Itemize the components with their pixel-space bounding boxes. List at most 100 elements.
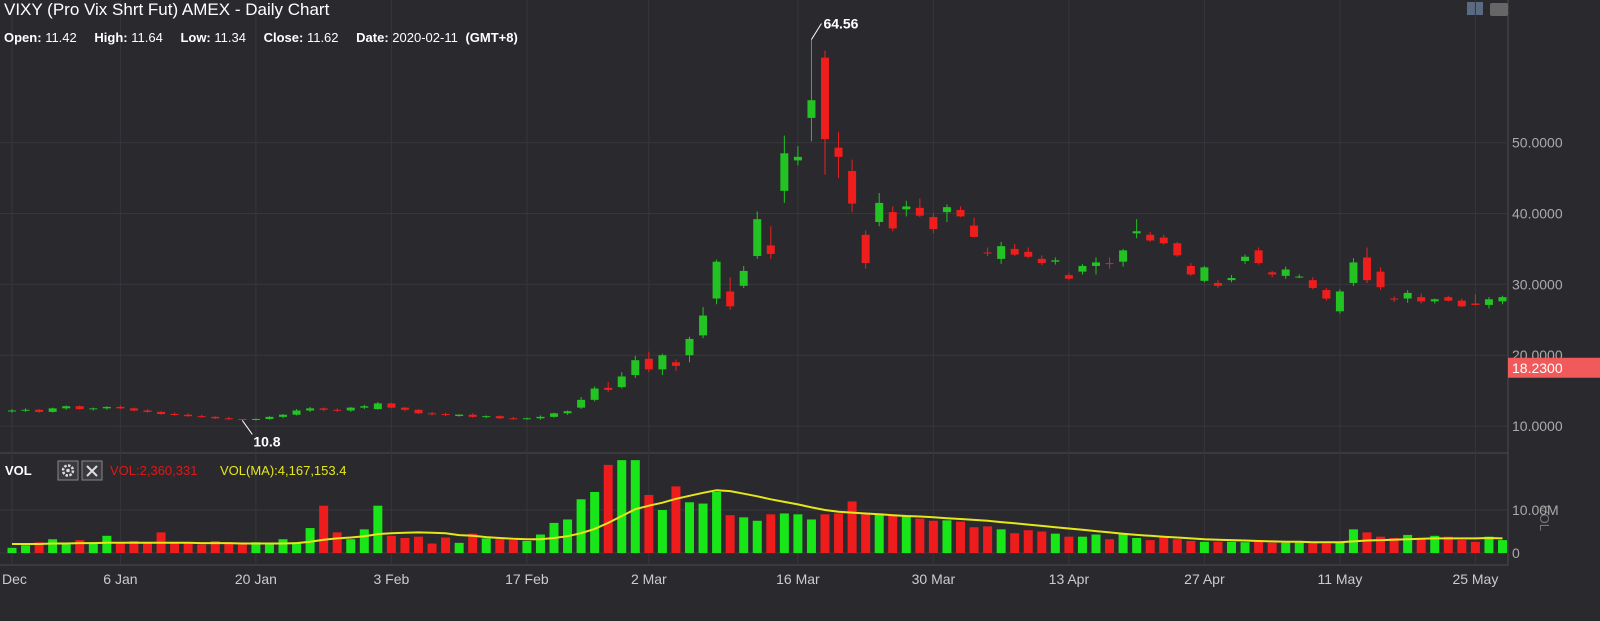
candle-body [143,410,152,412]
volume-bar [251,542,261,553]
volume-bar [359,529,369,553]
x-tick-label: 3 Feb [373,571,409,587]
candle-body [1132,231,1141,234]
candle-body [536,416,545,419]
candle-body [495,416,504,419]
volume-bar [305,528,315,553]
volume-bar [1213,541,1223,553]
volume-bar [1294,540,1304,553]
volume-bar [1416,539,1426,553]
candle-body [1254,250,1263,264]
candle-body [346,407,355,411]
volume-legend: VOL:2,360,331 [110,463,197,478]
candle-body [631,360,640,376]
candle-body [89,408,98,410]
candle-body [333,409,342,411]
candle-body [956,209,965,217]
volume-bar [1321,543,1331,553]
high-marker: 64.56 [823,16,858,32]
chart-title: VIXY (Pro Vix Shrt Fut) AMEX - Daily Cha… [4,0,330,19]
volume-bar [468,533,478,553]
y-tick-label: 0 [1512,545,1520,561]
candle-body [699,315,708,336]
candle-body [997,246,1006,259]
candle-body [48,408,57,412]
volume-bar [725,515,735,553]
candle-body [604,387,613,390]
y-tick-label: 50.0000 [1512,135,1563,151]
candle-body [793,156,802,161]
candle-body [211,416,220,419]
volume-bar [1145,540,1155,553]
settings-button[interactable] [57,460,79,481]
volume-bar [1403,534,1413,553]
volume-bar [888,515,898,553]
volume-bar [657,510,667,553]
candle-body [617,376,626,388]
volume-bar [48,539,58,553]
volume-bar [901,516,911,553]
info-value: 11.42 [45,30,77,45]
volume-bar [1308,543,1318,553]
info-label: Low: [180,30,211,45]
candle-body [875,202,884,223]
candle-body [658,355,667,370]
x-tick-label: 30 Mar [912,571,956,587]
volume-bar [414,536,423,553]
candle-body [1241,256,1250,261]
low-marker: 10.8 [253,433,280,449]
close-button[interactable] [81,460,103,481]
volume-bar [1037,531,1047,553]
candle-body [1417,297,1426,302]
volume-bar [21,545,31,553]
volume-bar [495,539,505,553]
volume-bar [1118,533,1128,553]
volume-bar [75,540,85,553]
volume-bar [969,527,979,553]
volume-bar [603,464,613,553]
candle-body [184,414,193,417]
candle-body [455,414,464,417]
volume-bar [1091,534,1101,553]
volume-bar [1172,539,1182,553]
volume-bar [1186,540,1196,553]
candle-body [1376,271,1385,288]
candle-body [224,418,233,420]
candle-body [265,416,274,419]
volume-bar [1335,542,1345,553]
info-value: 11.34 [214,30,246,45]
last-price-box [1508,357,1600,378]
candle-body [970,225,979,237]
candle-body [1308,280,1317,288]
candle-body [1010,248,1019,255]
candle-body [1119,250,1128,262]
volume-bar [1240,542,1250,553]
candle-body [1159,237,1168,244]
candle-body [1200,267,1209,281]
candle-body [644,358,653,370]
candle-body [915,207,924,216]
candle-body [428,413,437,415]
candle-body [739,270,748,286]
info-label: Open: [4,30,42,45]
volume-bar [820,514,830,553]
candle-body [238,418,247,420]
candle-body [671,362,680,366]
candle-body [373,403,382,410]
candle-body [550,413,558,417]
volume-bar [1267,542,1277,553]
candle-body [1363,257,1371,281]
volume-bar [237,544,247,553]
candle-body [1105,263,1114,265]
candle-body [1295,276,1304,278]
volume-bar [617,460,627,553]
volume-bar [576,499,586,553]
candle-body [21,409,30,411]
ohlc-info: Open: 11.42 High: 11.64 Low: 11.34 Close… [4,30,522,45]
pane-title: VOL [5,463,32,478]
candle-body [522,418,531,420]
volume-bar [685,502,694,553]
candle-body [1390,298,1399,300]
info-date: 2020-02-11 [392,30,458,45]
